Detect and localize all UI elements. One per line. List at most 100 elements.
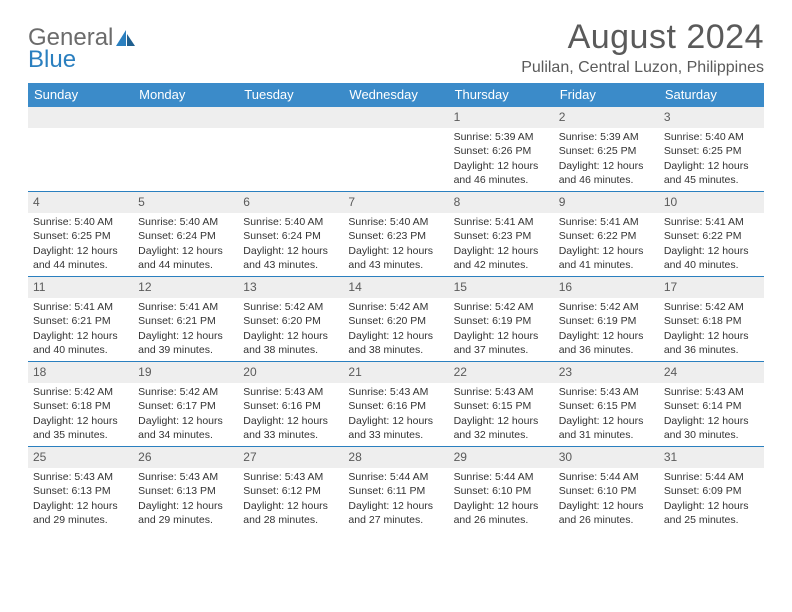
sunrise-text: Sunrise: 5:39 AM: [559, 130, 654, 144]
daylight-text: Daylight: 12 hours and 34 minutes.: [138, 414, 233, 442]
cell-body: Sunrise: 5:42 AMSunset: 6:20 PMDaylight:…: [238, 298, 343, 361]
calendar-cell: 29Sunrise: 5:44 AMSunset: 6:10 PMDayligh…: [449, 447, 554, 531]
cell-body: Sunrise: 5:41 AMSunset: 6:22 PMDaylight:…: [659, 213, 764, 276]
cell-body: Sunrise: 5:42 AMSunset: 6:19 PMDaylight:…: [554, 298, 659, 361]
day-number: 2: [554, 107, 659, 128]
day-header-row: Sunday Monday Tuesday Wednesday Thursday…: [28, 83, 764, 107]
calendar-cell: 1Sunrise: 5:39 AMSunset: 6:26 PMDaylight…: [449, 107, 554, 191]
daylight-text: Daylight: 12 hours and 41 minutes.: [559, 244, 654, 272]
sunrise-text: Sunrise: 5:43 AM: [559, 385, 654, 399]
sunrise-text: Sunrise: 5:41 AM: [664, 215, 759, 229]
sunrise-text: Sunrise: 5:43 AM: [454, 385, 549, 399]
sunrise-text: Sunrise: 5:43 AM: [664, 385, 759, 399]
sunset-text: Sunset: 6:22 PM: [559, 229, 654, 243]
calendar-cell: 25Sunrise: 5:43 AMSunset: 6:13 PMDayligh…: [28, 447, 133, 531]
sunrise-text: Sunrise: 5:40 AM: [243, 215, 338, 229]
daylight-text: Daylight: 12 hours and 33 minutes.: [348, 414, 443, 442]
daylight-text: Daylight: 12 hours and 33 minutes.: [243, 414, 338, 442]
sunset-text: Sunset: 6:17 PM: [138, 399, 233, 413]
sunset-text: Sunset: 6:26 PM: [454, 144, 549, 158]
sunrise-text: Sunrise: 5:44 AM: [454, 470, 549, 484]
sunset-text: Sunset: 6:22 PM: [664, 229, 759, 243]
sunset-text: Sunset: 6:23 PM: [454, 229, 549, 243]
sunrise-text: Sunrise: 5:43 AM: [348, 385, 443, 399]
calendar-cell: 26Sunrise: 5:43 AMSunset: 6:13 PMDayligh…: [133, 447, 238, 531]
calendar-cell: [133, 107, 238, 191]
calendar-cell: 22Sunrise: 5:43 AMSunset: 6:15 PMDayligh…: [449, 362, 554, 446]
sunrise-text: Sunrise: 5:40 AM: [138, 215, 233, 229]
daylight-text: Daylight: 12 hours and 38 minutes.: [348, 329, 443, 357]
day-number: 6: [238, 192, 343, 213]
daylight-text: Daylight: 12 hours and 30 minutes.: [664, 414, 759, 442]
cell-body: Sunrise: 5:44 AMSunset: 6:09 PMDaylight:…: [659, 468, 764, 531]
day-number: 23: [554, 362, 659, 383]
cell-body: Sunrise: 5:43 AMSunset: 6:16 PMDaylight:…: [238, 383, 343, 446]
sunrise-text: Sunrise: 5:40 AM: [664, 130, 759, 144]
day-number: 17: [659, 277, 764, 298]
cell-body: Sunrise: 5:43 AMSunset: 6:14 PMDaylight:…: [659, 383, 764, 446]
cell-body: Sunrise: 5:43 AMSunset: 6:13 PMDaylight:…: [133, 468, 238, 531]
sunset-text: Sunset: 6:12 PM: [243, 484, 338, 498]
daylight-text: Daylight: 12 hours and 35 minutes.: [33, 414, 128, 442]
cell-body: [133, 128, 238, 134]
daylight-text: Daylight: 12 hours and 37 minutes.: [454, 329, 549, 357]
daylight-text: Daylight: 12 hours and 46 minutes.: [559, 159, 654, 187]
cell-body: Sunrise: 5:43 AMSunset: 6:12 PMDaylight:…: [238, 468, 343, 531]
logo-sail-icon: [115, 28, 137, 48]
cell-body: Sunrise: 5:39 AMSunset: 6:26 PMDaylight:…: [449, 128, 554, 191]
calendar-cell: 7Sunrise: 5:40 AMSunset: 6:23 PMDaylight…: [343, 192, 448, 276]
sunrise-text: Sunrise: 5:40 AM: [348, 215, 443, 229]
daylight-text: Daylight: 12 hours and 39 minutes.: [138, 329, 233, 357]
week-row: 1Sunrise: 5:39 AMSunset: 6:26 PMDaylight…: [28, 107, 764, 192]
calendar-cell: 2Sunrise: 5:39 AMSunset: 6:25 PMDaylight…: [554, 107, 659, 191]
daylight-text: Daylight: 12 hours and 27 minutes.: [348, 499, 443, 527]
cell-body: [28, 128, 133, 134]
daylight-text: Daylight: 12 hours and 44 minutes.: [138, 244, 233, 272]
location-text: Pulilan, Central Luzon, Philippines: [521, 59, 764, 77]
calendar-cell: 8Sunrise: 5:41 AMSunset: 6:23 PMDaylight…: [449, 192, 554, 276]
cell-body: Sunrise: 5:44 AMSunset: 6:11 PMDaylight:…: [343, 468, 448, 531]
month-title: August 2024: [521, 18, 764, 57]
day-number: 24: [659, 362, 764, 383]
calendar-cell: 16Sunrise: 5:42 AMSunset: 6:19 PMDayligh…: [554, 277, 659, 361]
day-header-thu: Thursday: [449, 83, 554, 107]
sunrise-text: Sunrise: 5:42 AM: [243, 300, 338, 314]
cell-body: Sunrise: 5:41 AMSunset: 6:21 PMDaylight:…: [133, 298, 238, 361]
calendar-cell: 3Sunrise: 5:40 AMSunset: 6:25 PMDaylight…: [659, 107, 764, 191]
sunset-text: Sunset: 6:10 PM: [454, 484, 549, 498]
calendar-cell: 13Sunrise: 5:42 AMSunset: 6:20 PMDayligh…: [238, 277, 343, 361]
sunrise-text: Sunrise: 5:42 AM: [559, 300, 654, 314]
sunrise-text: Sunrise: 5:44 AM: [664, 470, 759, 484]
sunrise-text: Sunrise: 5:40 AM: [33, 215, 128, 229]
day-number: 16: [554, 277, 659, 298]
day-header-fri: Friday: [554, 83, 659, 107]
daylight-text: Daylight: 12 hours and 44 minutes.: [33, 244, 128, 272]
calendar-cell: [238, 107, 343, 191]
daylight-text: Daylight: 12 hours and 45 minutes.: [664, 159, 759, 187]
daylight-text: Daylight: 12 hours and 26 minutes.: [559, 499, 654, 527]
sunrise-text: Sunrise: 5:41 AM: [559, 215, 654, 229]
day-header-mon: Monday: [133, 83, 238, 107]
calendar-cell: [343, 107, 448, 191]
day-number: 10: [659, 192, 764, 213]
cell-body: [343, 128, 448, 134]
sunset-text: Sunset: 6:19 PM: [559, 314, 654, 328]
sunset-text: Sunset: 6:25 PM: [33, 229, 128, 243]
day-number: 26: [133, 447, 238, 468]
day-number: 3: [659, 107, 764, 128]
day-number: 14: [343, 277, 448, 298]
sunrise-text: Sunrise: 5:43 AM: [33, 470, 128, 484]
calendar: Sunday Monday Tuesday Wednesday Thursday…: [28, 83, 764, 531]
sunset-text: Sunset: 6:11 PM: [348, 484, 443, 498]
sunrise-text: Sunrise: 5:42 AM: [348, 300, 443, 314]
sunset-text: Sunset: 6:23 PM: [348, 229, 443, 243]
calendar-cell: 11Sunrise: 5:41 AMSunset: 6:21 PMDayligh…: [28, 277, 133, 361]
sunset-text: Sunset: 6:21 PM: [138, 314, 233, 328]
calendar-cell: 5Sunrise: 5:40 AMSunset: 6:24 PMDaylight…: [133, 192, 238, 276]
daylight-text: Daylight: 12 hours and 36 minutes.: [559, 329, 654, 357]
cell-body: Sunrise: 5:43 AMSunset: 6:13 PMDaylight:…: [28, 468, 133, 531]
calendar-cell: 9Sunrise: 5:41 AMSunset: 6:22 PMDaylight…: [554, 192, 659, 276]
cell-body: Sunrise: 5:40 AMSunset: 6:23 PMDaylight:…: [343, 213, 448, 276]
day-header-sat: Saturday: [659, 83, 764, 107]
cell-body: Sunrise: 5:44 AMSunset: 6:10 PMDaylight:…: [449, 468, 554, 531]
